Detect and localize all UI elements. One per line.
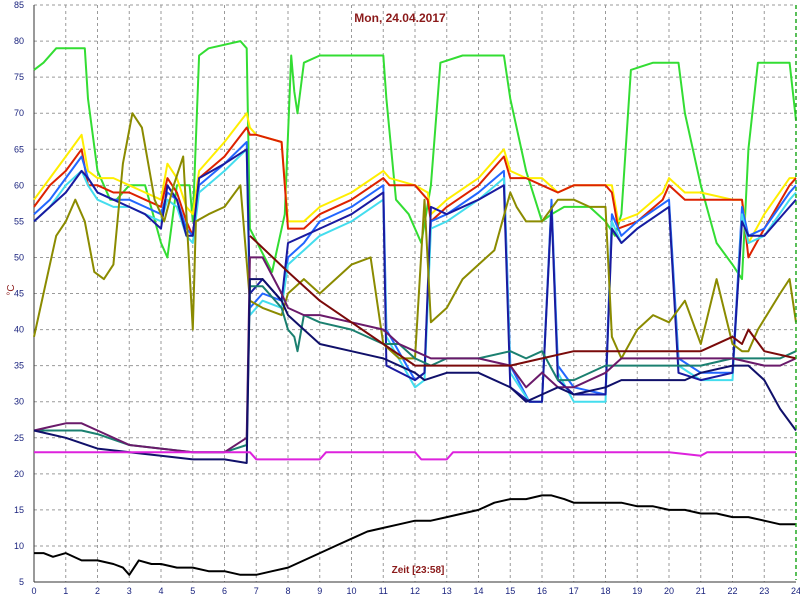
x-tick-label-3: 3 — [127, 586, 132, 596]
series-line-13 — [34, 494, 796, 576]
y-tick-labels: 5 10 15 20 25 30 35 40 45 50 55 60 65 70 75 80 85 — [14, 0, 24, 587]
y-tick-label-80: 80 — [14, 36, 24, 46]
x-tick-label-15: 15 — [505, 586, 515, 596]
x-tick-label-10: 10 — [346, 586, 356, 596]
x-tick-label-14: 14 — [473, 586, 483, 596]
x-tick-label-19: 19 — [632, 586, 642, 596]
y-axis-label: °C — [6, 284, 17, 295]
x-tick-label-1: 1 — [63, 586, 68, 596]
series-line-1 — [33, 40, 797, 281]
y-tick-label-85: 85 — [14, 0, 24, 10]
series-line-7 — [33, 112, 797, 360]
x-tick-label-12: 12 — [410, 586, 420, 596]
x-tick-label-11: 11 — [379, 586, 388, 596]
y-tick-label-10: 10 — [14, 541, 24, 551]
series-line-10 — [249, 235, 797, 367]
y-tick-label-75: 75 — [14, 72, 24, 82]
y-tick-label-30: 30 — [14, 397, 24, 407]
y-tick-label-15: 15 — [14, 505, 24, 515]
series-line-12 — [34, 451, 796, 461]
x-tick-label-2: 2 — [95, 586, 100, 596]
series-line-6 — [33, 148, 797, 403]
x-tick-label-9: 9 — [317, 586, 322, 596]
y-tick-label-45: 45 — [14, 289, 24, 299]
series-lines — [33, 40, 797, 576]
y-tick-label-70: 70 — [14, 108, 24, 118]
x-tick-labels: 0 1 2 3 4 5 6 7 8 9 10 11 12 13 14 15 16 17 18 19 20 21 22 23 24 — [31, 586, 800, 596]
x-tick-label-22: 22 — [727, 586, 737, 596]
x-tick-label-6: 6 — [222, 586, 227, 596]
x-axis-label: Zeit [23:58] — [392, 565, 445, 576]
x-tick-label-16: 16 — [537, 586, 547, 596]
x-tick-label-24: 24 — [791, 586, 800, 596]
series-line-2 — [33, 112, 796, 244]
y-tick-label-35: 35 — [14, 361, 24, 371]
x-tick-label-4: 4 — [158, 586, 163, 596]
series-line-3 — [33, 126, 797, 259]
y-tick-label-55: 55 — [14, 216, 24, 226]
x-tick-label-13: 13 — [442, 586, 452, 596]
x-tick-label-23: 23 — [759, 586, 769, 596]
x-tick-label-7: 7 — [254, 586, 259, 596]
y-tick-label-40: 40 — [14, 325, 24, 335]
chart-title: Mon, 24.04.2017 — [354, 11, 446, 25]
grid — [33, 4, 796, 583]
x-tick-label-18: 18 — [600, 586, 610, 596]
x-tick-label-17: 17 — [569, 586, 579, 596]
y-tick-label-25: 25 — [14, 433, 24, 443]
y-tick-label-60: 60 — [14, 180, 24, 190]
y-tick-label-50: 50 — [14, 252, 24, 262]
x-tick-label-8: 8 — [285, 586, 290, 596]
y-tick-label-20: 20 — [14, 469, 24, 479]
x-tick-label-21: 21 — [696, 586, 706, 596]
series-line-9 — [33, 256, 797, 454]
y-tick-label-65: 65 — [14, 144, 24, 154]
x-tick-label-20: 20 — [664, 586, 674, 596]
x-tick-label-0: 0 — [31, 586, 36, 596]
y-tick-label-5: 5 — [19, 577, 24, 587]
series-line-11 — [33, 278, 797, 464]
x-tick-label-5: 5 — [190, 586, 195, 596]
